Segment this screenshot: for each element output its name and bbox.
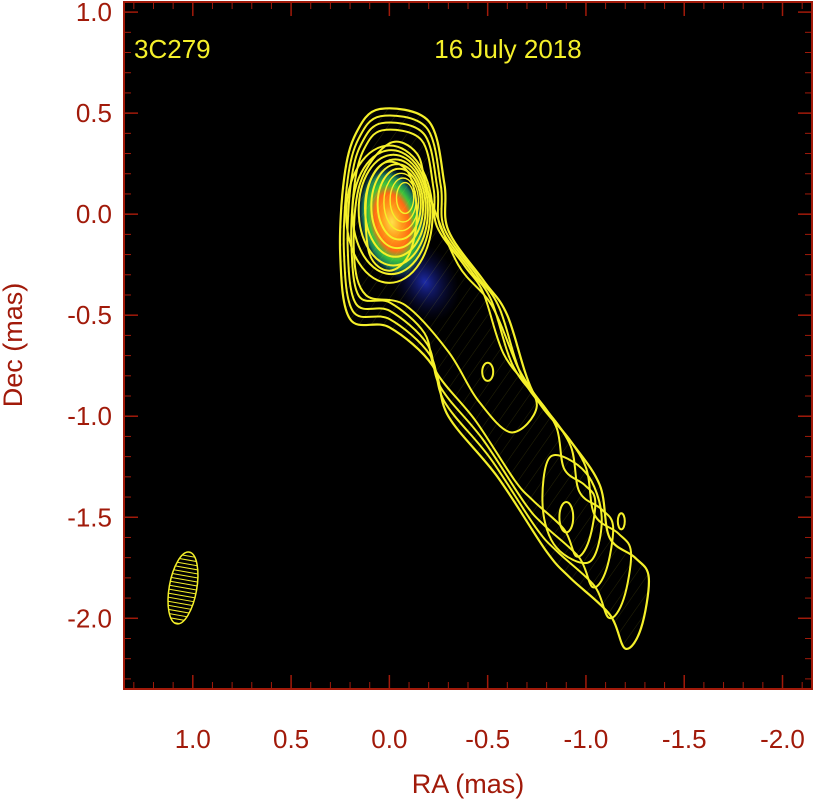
x-tick-label: 0.5 xyxy=(273,724,309,754)
axis-ticks xyxy=(124,2,812,689)
source-label: 3C279 xyxy=(134,34,211,64)
x-tick-label: -1.0 xyxy=(564,724,609,754)
y-tick-label: 1.0 xyxy=(76,0,112,27)
core-contour xyxy=(357,153,429,267)
core-contour xyxy=(370,163,425,250)
outer-contour xyxy=(338,107,651,650)
core-contour xyxy=(383,172,420,232)
x-tick-label: -2.0 xyxy=(760,724,805,754)
core-contour xyxy=(364,158,427,258)
y-tick-label: 0.5 xyxy=(76,98,112,128)
y-tick-label: 0.0 xyxy=(76,199,112,229)
small-contour xyxy=(481,361,495,382)
core-contour xyxy=(376,167,422,241)
y-tick-label: -2.0 xyxy=(67,603,112,633)
x-tick-label: 1.0 xyxy=(175,724,211,754)
x-tick-label: -1.5 xyxy=(662,724,707,754)
core-contour xyxy=(395,181,415,215)
contour-layer xyxy=(338,107,651,650)
x-tick-label: 0.0 xyxy=(371,724,407,754)
y-tick-label: -1.5 xyxy=(67,502,112,532)
contour-level xyxy=(352,140,538,434)
y-tick-label: -1.0 xyxy=(67,401,112,431)
contour-level xyxy=(342,114,633,620)
image-layer xyxy=(163,107,651,650)
small-contour xyxy=(558,501,575,534)
core-contour xyxy=(345,144,434,284)
contour-level xyxy=(350,128,597,558)
date-label: 16 July 2018 xyxy=(434,34,581,64)
small-contour xyxy=(616,512,626,531)
plot-frame xyxy=(123,1,813,690)
core-contour xyxy=(351,149,432,276)
core-contour xyxy=(389,177,417,223)
contour-level xyxy=(541,454,603,564)
x-axis-title: RA (mas) xyxy=(412,769,525,799)
y-tick-label: -0.5 xyxy=(67,300,112,330)
x-tick-label: -0.5 xyxy=(465,724,510,754)
contour-level xyxy=(346,121,615,589)
y-axis-title: Dec (mas) xyxy=(0,283,28,408)
tick-labels: 1.0 0.5 0.0 -0.5 -1.0 -1.5 -2.0 1.0 0.5 0.0 -0.5 -1… xyxy=(67,0,805,754)
